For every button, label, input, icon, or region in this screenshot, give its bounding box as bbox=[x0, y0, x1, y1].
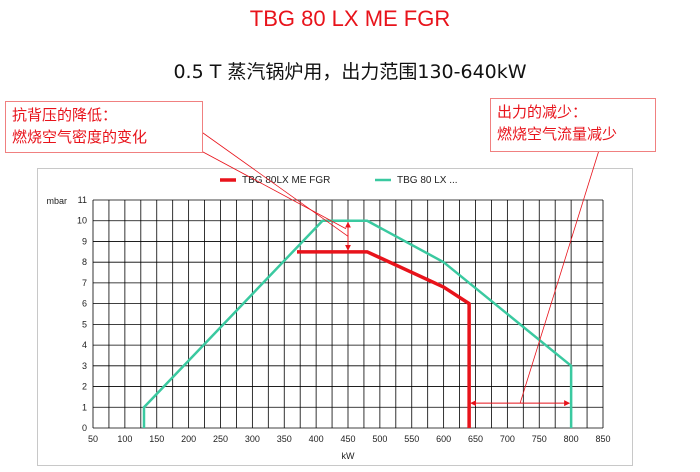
x-tick-label: 800 bbox=[564, 434, 579, 444]
marker-layer bbox=[345, 221, 571, 407]
series-line-1 bbox=[297, 250, 471, 428]
x-tick-label: 200 bbox=[181, 434, 196, 444]
x-tick-label: 650 bbox=[468, 434, 483, 444]
y-tick-label: 4 bbox=[82, 340, 87, 350]
y-tick-label: 6 bbox=[82, 299, 87, 309]
callout-line-left bbox=[195, 127, 349, 237]
x-tick-label: 600 bbox=[436, 434, 451, 444]
y-tick-label: 7 bbox=[82, 278, 87, 288]
x-tick-label: 450 bbox=[340, 434, 355, 444]
y-tick-label: 5 bbox=[82, 319, 87, 329]
x-tick-label: 350 bbox=[277, 434, 292, 444]
legend-label-1: TBG 80LX ME FGR bbox=[242, 175, 330, 186]
grid-layer bbox=[92, 199, 604, 429]
page-subtitle: 0.5 T 蒸汽锅炉用，出力范围130-640kW bbox=[173, 61, 527, 83]
annotation-left-line1: 抗背压的降低： bbox=[12, 106, 118, 124]
y-tick-label: 11 bbox=[78, 195, 87, 205]
chart-frame bbox=[37, 168, 633, 466]
x-tick-label: 550 bbox=[404, 434, 419, 444]
y-tick-label: 9 bbox=[82, 236, 87, 246]
y-tick-label: 1 bbox=[82, 402, 87, 412]
page-title: TBG 80 LX ME FGR bbox=[249, 6, 451, 31]
x-tick-label: 150 bbox=[149, 434, 164, 444]
callout-line-left-2 bbox=[189, 144, 347, 230]
y-tick-label: 10 bbox=[77, 216, 87, 226]
x-axis-label: kW bbox=[342, 451, 356, 461]
x-tick-label: 250 bbox=[213, 434, 228, 444]
legend-layer: TBG 80LX ME FGR TBG 80 LX ... bbox=[220, 175, 458, 186]
x-tick-label: 300 bbox=[245, 434, 260, 444]
x-tick-label: 500 bbox=[372, 434, 387, 444]
y-tick-label: 2 bbox=[82, 382, 87, 392]
callout-line-right bbox=[519, 146, 601, 404]
x-tick-label: 700 bbox=[500, 434, 515, 444]
x-tick-label: 850 bbox=[595, 434, 610, 444]
y-tick-label: 0 bbox=[82, 423, 87, 433]
y-axis-label: mbar bbox=[46, 196, 67, 206]
y-tick-label: 3 bbox=[82, 361, 87, 371]
series-layer bbox=[142, 219, 573, 428]
legend-label-2: TBG 80 LX ... bbox=[397, 175, 458, 186]
annotation-right-line1: 出力的减少： bbox=[497, 103, 588, 121]
annotation-right-line2: 燃烧空气流量减少 bbox=[497, 125, 618, 143]
y-tick-label: 8 bbox=[82, 257, 87, 267]
annotation-left: 抗背压的降低： 燃烧空气密度的变化 bbox=[5, 101, 203, 153]
x-tick-label: 100 bbox=[117, 434, 132, 444]
x-tick-label: 750 bbox=[532, 434, 547, 444]
x-tick-label: 400 bbox=[309, 434, 324, 444]
annotation-right: 出力的减少： 燃烧空气流量减少 bbox=[490, 98, 656, 152]
axis-layer: 50 100 150 200 250 300 350 400 450 500 550 600 650 70… bbox=[46, 195, 610, 461]
series-line-2 bbox=[142, 219, 573, 428]
annotation-left-line2: 燃烧空气密度的变化 bbox=[12, 128, 148, 146]
x-tick-label: 50 bbox=[88, 434, 98, 444]
callout-layer bbox=[189, 127, 601, 404]
